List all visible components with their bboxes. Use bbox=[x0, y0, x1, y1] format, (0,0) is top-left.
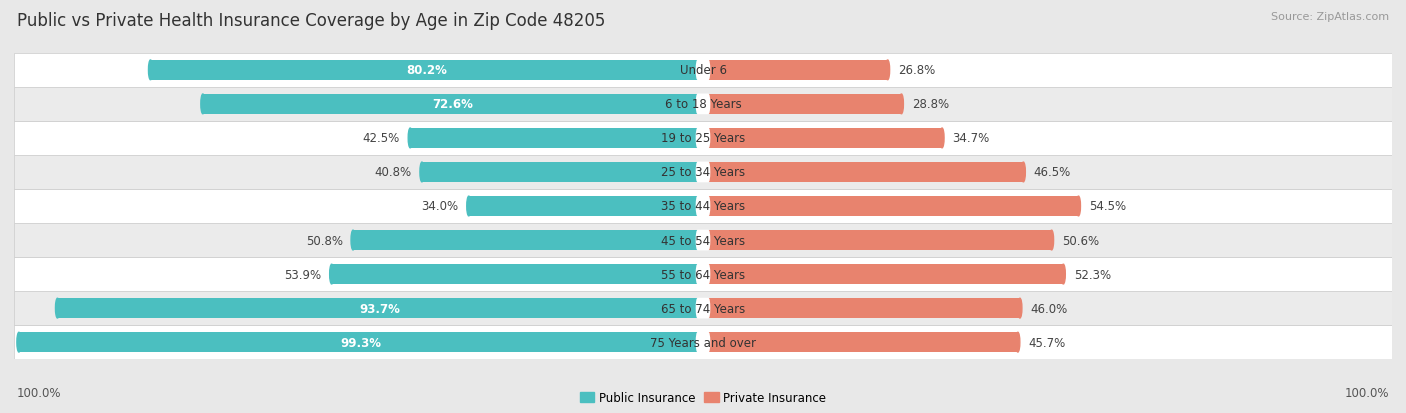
Text: 40.8%: 40.8% bbox=[374, 166, 412, 179]
Text: 53.9%: 53.9% bbox=[284, 268, 322, 281]
Text: Under 6: Under 6 bbox=[679, 64, 727, 77]
Circle shape bbox=[941, 129, 943, 148]
Text: 99.3%: 99.3% bbox=[340, 336, 381, 349]
Text: 34.0%: 34.0% bbox=[422, 200, 458, 213]
Text: 65 to 74 Years: 65 to 74 Years bbox=[661, 302, 745, 315]
Bar bbox=[202, 95, 703, 114]
Text: 80.2%: 80.2% bbox=[406, 64, 447, 77]
Text: 54.5%: 54.5% bbox=[1088, 200, 1126, 213]
Text: 46.0%: 46.0% bbox=[1031, 302, 1067, 315]
FancyBboxPatch shape bbox=[696, 162, 710, 183]
Circle shape bbox=[886, 61, 890, 81]
Circle shape bbox=[352, 230, 356, 250]
Text: 55 to 64 Years: 55 to 64 Years bbox=[661, 268, 745, 281]
Bar bbox=[14, 54, 1392, 88]
Circle shape bbox=[420, 163, 425, 183]
Bar bbox=[58, 299, 703, 318]
FancyBboxPatch shape bbox=[696, 298, 710, 319]
Bar bbox=[14, 88, 1392, 121]
Text: 45 to 54 Years: 45 to 54 Years bbox=[661, 234, 745, 247]
Bar bbox=[14, 190, 1392, 223]
Bar bbox=[703, 61, 887, 81]
Bar bbox=[14, 325, 1392, 359]
Bar bbox=[332, 265, 703, 284]
Text: 52.3%: 52.3% bbox=[1074, 268, 1111, 281]
Bar bbox=[703, 299, 1019, 318]
FancyBboxPatch shape bbox=[696, 264, 710, 285]
Bar bbox=[468, 197, 703, 216]
Circle shape bbox=[467, 197, 471, 216]
Text: 19 to 25 Years: 19 to 25 Years bbox=[661, 132, 745, 145]
Bar bbox=[14, 156, 1392, 190]
Bar bbox=[14, 121, 1392, 156]
Text: 50.8%: 50.8% bbox=[305, 234, 343, 247]
Circle shape bbox=[1018, 299, 1022, 318]
Text: 72.6%: 72.6% bbox=[433, 98, 474, 111]
Circle shape bbox=[1017, 332, 1019, 352]
Bar bbox=[14, 292, 1392, 325]
Text: 26.8%: 26.8% bbox=[898, 64, 935, 77]
Bar bbox=[422, 163, 703, 183]
Text: 34.7%: 34.7% bbox=[952, 132, 990, 145]
Bar bbox=[703, 265, 1063, 284]
Bar bbox=[703, 332, 1018, 352]
Legend: Public Insurance, Private Insurance: Public Insurance, Private Insurance bbox=[575, 386, 831, 408]
Circle shape bbox=[900, 95, 904, 114]
Bar bbox=[14, 257, 1392, 292]
Bar bbox=[703, 230, 1052, 250]
Bar bbox=[703, 163, 1024, 183]
Text: 93.7%: 93.7% bbox=[360, 302, 401, 315]
Bar bbox=[14, 223, 1392, 257]
Text: 25 to 34 Years: 25 to 34 Years bbox=[661, 166, 745, 179]
Circle shape bbox=[1077, 197, 1080, 216]
Bar bbox=[703, 95, 901, 114]
Circle shape bbox=[329, 265, 333, 284]
FancyBboxPatch shape bbox=[696, 128, 710, 149]
Text: 50.6%: 50.6% bbox=[1062, 234, 1099, 247]
FancyBboxPatch shape bbox=[696, 196, 710, 217]
Text: Public vs Private Health Insurance Coverage by Age in Zip Code 48205: Public vs Private Health Insurance Cover… bbox=[17, 12, 605, 30]
Text: 100.0%: 100.0% bbox=[1344, 386, 1389, 399]
FancyBboxPatch shape bbox=[696, 332, 710, 353]
Text: 6 to 18 Years: 6 to 18 Years bbox=[665, 98, 741, 111]
Circle shape bbox=[17, 332, 21, 352]
Text: 75 Years and over: 75 Years and over bbox=[650, 336, 756, 349]
Text: 100.0%: 100.0% bbox=[17, 386, 62, 399]
FancyBboxPatch shape bbox=[696, 94, 710, 115]
Circle shape bbox=[1050, 230, 1053, 250]
Bar bbox=[150, 61, 703, 81]
Circle shape bbox=[1021, 163, 1025, 183]
Bar bbox=[411, 129, 703, 148]
Circle shape bbox=[149, 61, 152, 81]
Bar bbox=[18, 332, 703, 352]
FancyBboxPatch shape bbox=[696, 60, 710, 81]
Circle shape bbox=[408, 129, 412, 148]
Text: 28.8%: 28.8% bbox=[911, 98, 949, 111]
Text: 46.5%: 46.5% bbox=[1033, 166, 1071, 179]
Bar bbox=[703, 197, 1078, 216]
Circle shape bbox=[201, 95, 205, 114]
Circle shape bbox=[1062, 265, 1066, 284]
Text: 45.7%: 45.7% bbox=[1028, 336, 1066, 349]
Text: 35 to 44 Years: 35 to 44 Years bbox=[661, 200, 745, 213]
Text: Source: ZipAtlas.com: Source: ZipAtlas.com bbox=[1271, 12, 1389, 22]
Text: 42.5%: 42.5% bbox=[363, 132, 399, 145]
Circle shape bbox=[55, 299, 59, 318]
Bar bbox=[353, 230, 703, 250]
FancyBboxPatch shape bbox=[696, 230, 710, 251]
Bar bbox=[703, 129, 942, 148]
